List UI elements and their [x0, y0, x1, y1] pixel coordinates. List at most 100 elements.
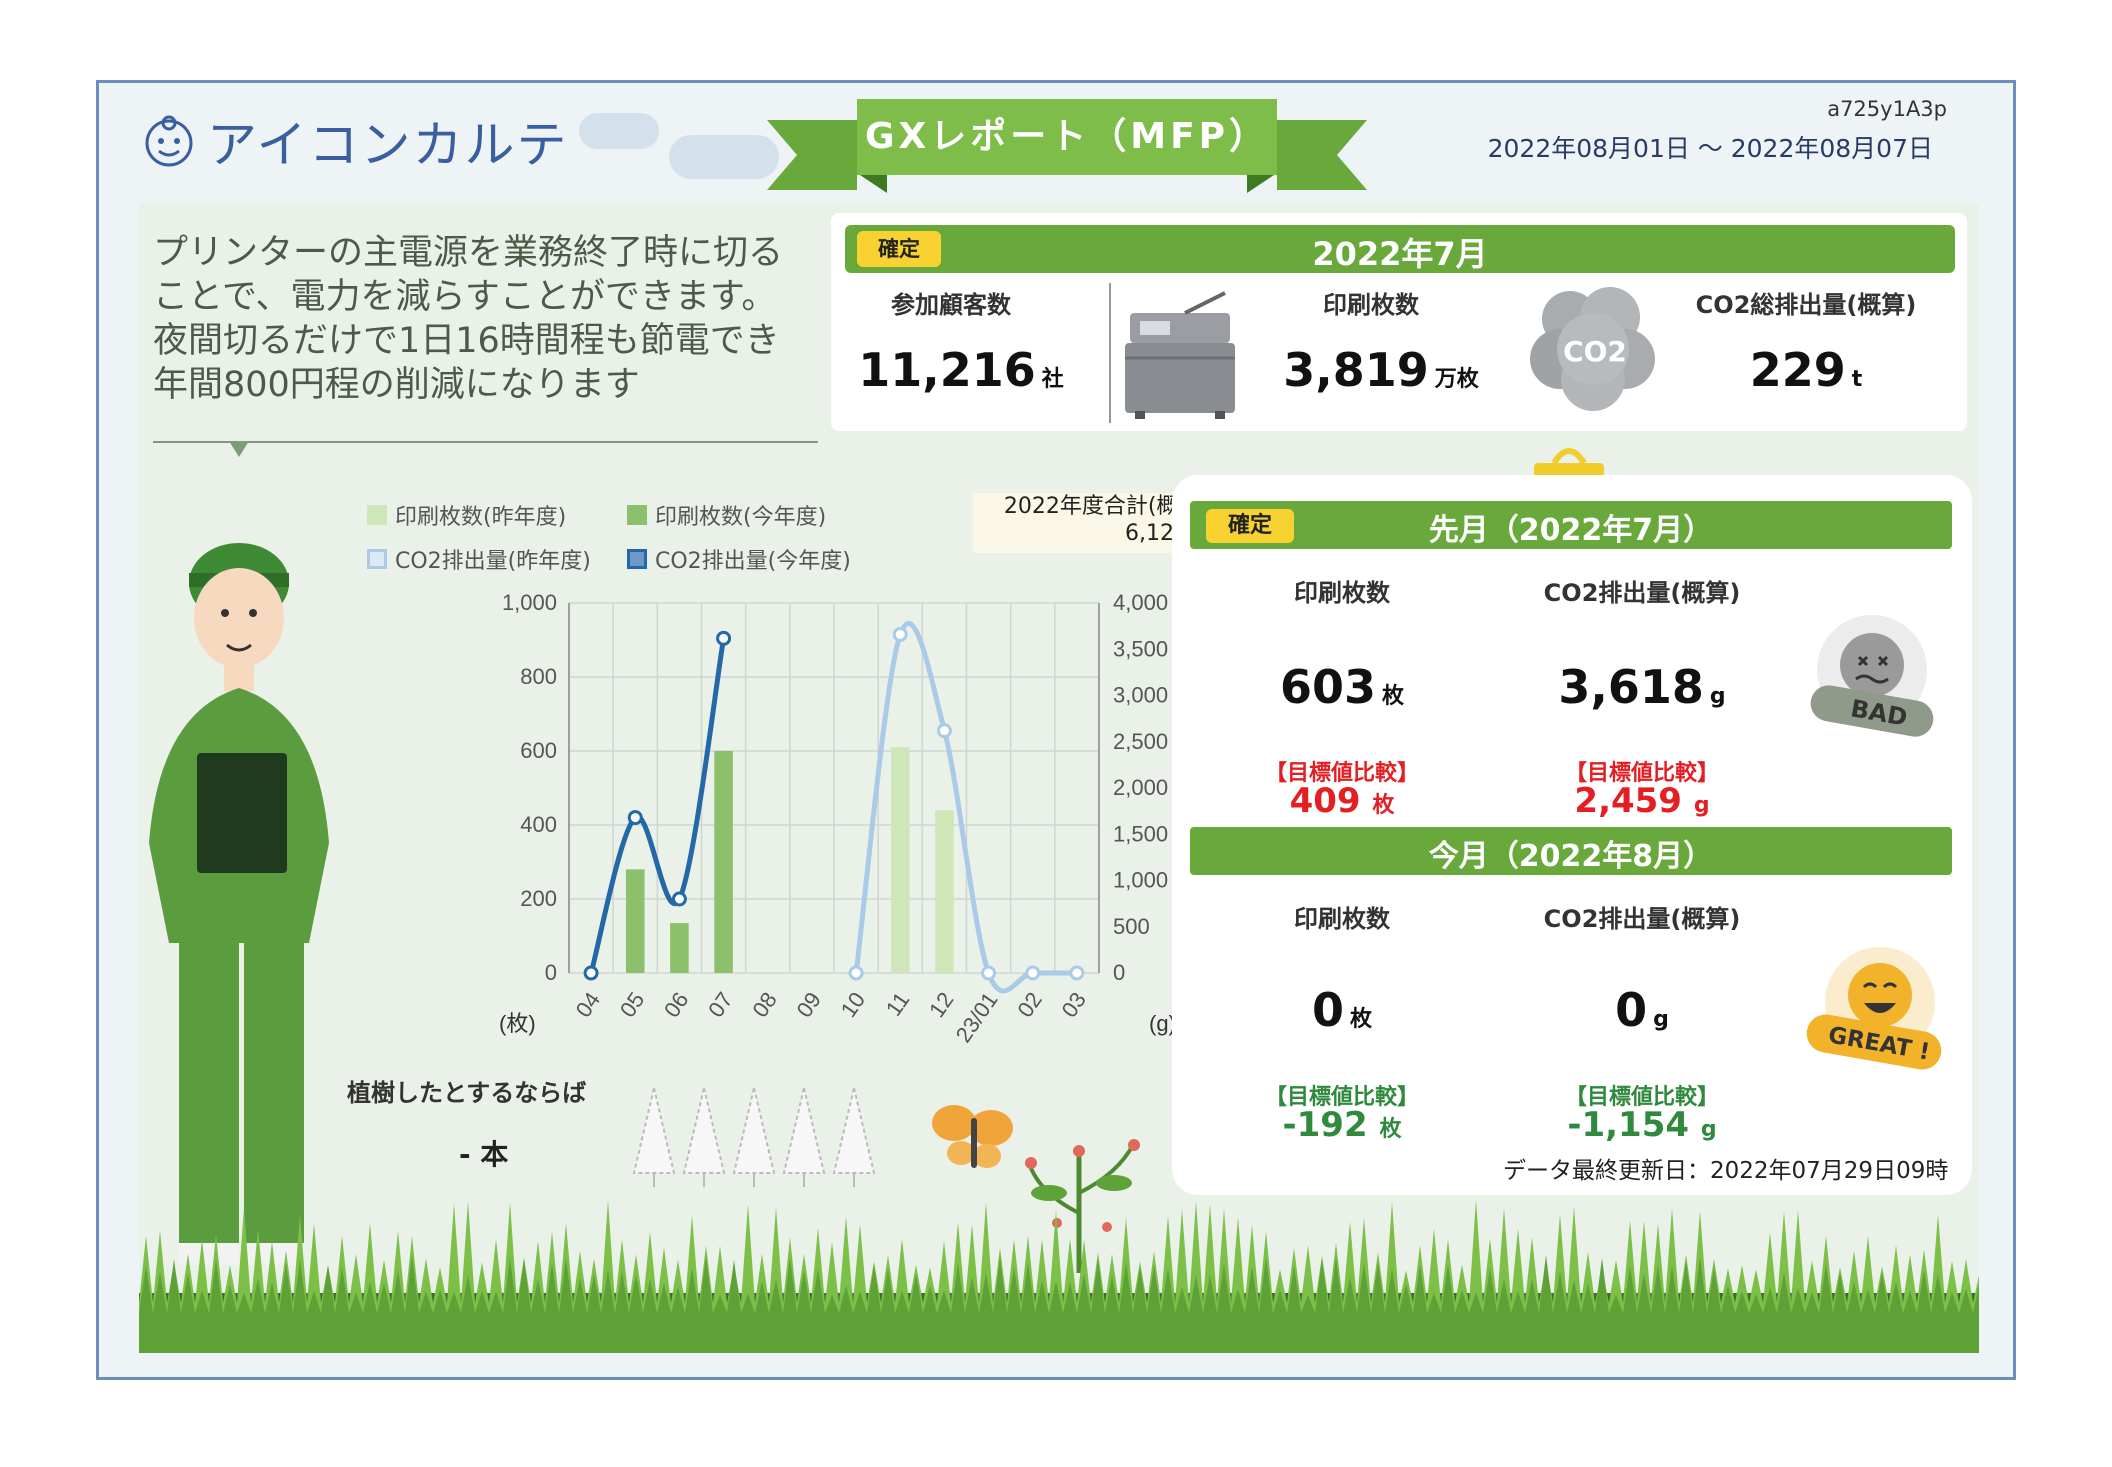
last-month-co2-compare-label: 【目標値比較】: [1564, 761, 1719, 786]
summary-header-bar: 確定 2022年7月: [845, 225, 1955, 273]
line-CO2排出量(今年度): [588, 637, 727, 974]
co2-icon-text: CO2: [1563, 335, 1627, 368]
report-id: a725y1A3p: [1827, 97, 1947, 121]
last-month-prints-compare-label: 【目標値比較】: [1264, 761, 1419, 786]
line-CO2排出量(昨年度): [853, 621, 1077, 994]
confirmed-badge: 確定: [857, 231, 941, 267]
this-month-prints-label: 印刷枚数: [1294, 905, 1390, 933]
worker-character-icon: [149, 543, 329, 1265]
last-month-prints-compare: 409 枚: [1289, 781, 1395, 821]
y-left-unit: (枚): [499, 1011, 536, 1036]
last-month-title: 先月（2022年7月）: [1428, 513, 1714, 548]
summary-card: 確定 2022年7月 参加顧客数 11,216 社 印刷枚数 3,819 万枚: [831, 213, 1967, 431]
legend-item: CO2排出量(昨年度): [367, 543, 591, 575]
legend-swatch: [627, 549, 647, 569]
tree-title: 植樹したとするならば: [347, 1079, 587, 1107]
y-left-tick-label: 1,000: [502, 590, 557, 615]
x-tick-label: 04: [571, 988, 606, 1022]
y-right-tick-label: 1,000: [1113, 868, 1168, 893]
printer-icon: [1125, 291, 1235, 419]
logo-text: アイコンカルテ: [207, 116, 569, 174]
prints-value: 3,819 万枚: [1283, 343, 1479, 397]
this-month-co2-compare: -1,154 g: [1567, 1105, 1717, 1145]
speech-tail: [229, 441, 249, 457]
prints-unit: 枚: [1350, 1007, 1373, 1032]
co2-cloud-icon: [1530, 287, 1655, 411]
x-tick-label: 11: [881, 988, 915, 1021]
x-tick-label: 12: [924, 988, 959, 1022]
y-right-tick-label: 4,000: [1113, 590, 1168, 615]
monthly-chart: 0 200 400 600 800 1,000 0 500 1,000 1,500 2,000 2,5…: [499, 590, 1176, 1047]
co2-unit: g: [1653, 1007, 1669, 1032]
tip-line: プリンターの主電源を業務終了時に切る: [153, 233, 784, 273]
this-month-title: 今月（2022年8月）: [1428, 839, 1714, 874]
logo: アイコンカルテ: [141, 105, 569, 177]
y-right-tick-label: 2,000: [1113, 775, 1168, 800]
co2-total-unit: t: [1851, 367, 1863, 392]
point-CO2排出量(今年度): [627, 810, 643, 826]
grass-decoration: [139, 1199, 1979, 1353]
logo-face-icon: [145, 115, 193, 167]
monthly-comparison-card: 確定 先月（2022年7月） 印刷枚数 CO2排出量(概算) 603 枚 3,61…: [1172, 475, 1972, 1195]
report-frame: アイコンカルテ GXレポート（MFP） a725y1A3p 2022年08月01…: [96, 80, 2016, 1380]
bar-印刷枚数(昨年度): [890, 747, 910, 973]
tip-line: 年間800円程の削減になります: [153, 365, 640, 405]
tip-line: ことで、電力を減らすことができます。: [153, 277, 777, 317]
co2-unit: g: [1709, 684, 1726, 709]
butterfly-icon: [932, 1105, 1013, 1168]
last-month-prints-value: 603 枚: [1279, 660, 1405, 714]
date-range: 2022年08月01日 ～ 2022年08月07日: [1487, 134, 1933, 163]
happy-face-icon: [1806, 947, 1942, 1070]
prints-label: 印刷枚数: [1323, 291, 1419, 319]
point-CO2排出量(昨年度): [848, 965, 864, 981]
point-CO2排出量(昨年度): [1069, 965, 1085, 981]
tip-line: 夜間切るだけで1日16時間程も節電でき: [153, 321, 780, 361]
confirmed-badge: 確定: [1206, 509, 1294, 543]
cloud-decoration: [579, 113, 659, 149]
legend-swatch: [367, 549, 387, 569]
last-month-co2-compare: 2,459 g: [1574, 781, 1710, 821]
y-right-tick-label: 1,500: [1113, 821, 1168, 846]
y-left-tick-label: 200: [520, 886, 557, 911]
bar-印刷枚数(今年度): [625, 869, 645, 973]
this-month-header: 今月（2022年8月）: [1190, 827, 1952, 875]
this-month-prints-compare: -192 枚: [1282, 1105, 1402, 1145]
last-month-header: 確定 先月（2022年7月）: [1190, 501, 1952, 549]
legend-swatch: [627, 505, 647, 525]
last-month-prints-label: 印刷枚数: [1294, 579, 1390, 607]
legend-item: 印刷枚数(今年度): [627, 499, 826, 531]
prints-unit: 枚: [1382, 684, 1405, 709]
point-CO2排出量(今年度): [671, 891, 687, 907]
x-tick-label: 03: [1056, 988, 1091, 1022]
summary-period: 2022年7月: [1312, 235, 1488, 273]
x-tick-label: 10: [836, 988, 871, 1022]
legend-swatch: [367, 505, 387, 525]
x-tick-label: 09: [791, 988, 826, 1022]
ribbon-icon: [767, 99, 1367, 193]
legend-item: 印刷枚数(昨年度): [367, 499, 566, 531]
bar-印刷枚数(今年度): [714, 751, 733, 973]
point-CO2排出量(昨年度): [1025, 965, 1041, 981]
y-left-tick-label: 0: [545, 960, 557, 985]
plant-icon: [1025, 1139, 1140, 1273]
co2-total-label: CO2総排出量(概算): [1695, 291, 1917, 319]
x-tick-label: 02: [1012, 988, 1047, 1022]
bad-status: BAD: [1804, 615, 1944, 745]
last-updated: データ最終更新日：2022年07月29日09時: [1503, 1158, 1949, 1184]
x-tick-label: 05: [615, 988, 650, 1022]
tree-count: - 本: [459, 1138, 509, 1171]
point-CO2排出量(昨年度): [936, 723, 952, 739]
x-tick-label: 23/01: [951, 988, 1003, 1047]
x-tick-label: 06: [659, 988, 694, 1022]
last-month-co2-value: 3,618 g: [1558, 660, 1726, 714]
legend-item: CO2排出量(今年度): [627, 543, 851, 575]
divider: [1109, 283, 1111, 423]
customers-unit: 社: [1041, 367, 1064, 392]
last-month-co2-label: CO2排出量(概算): [1543, 579, 1741, 607]
bar-印刷枚数(昨年度): [935, 810, 954, 973]
this-month-co2-compare-label: 【目標値比較】: [1564, 1085, 1719, 1110]
point-CO2排出量(昨年度): [892, 626, 908, 642]
report-title: GXレポート（MFP）: [864, 116, 1270, 157]
